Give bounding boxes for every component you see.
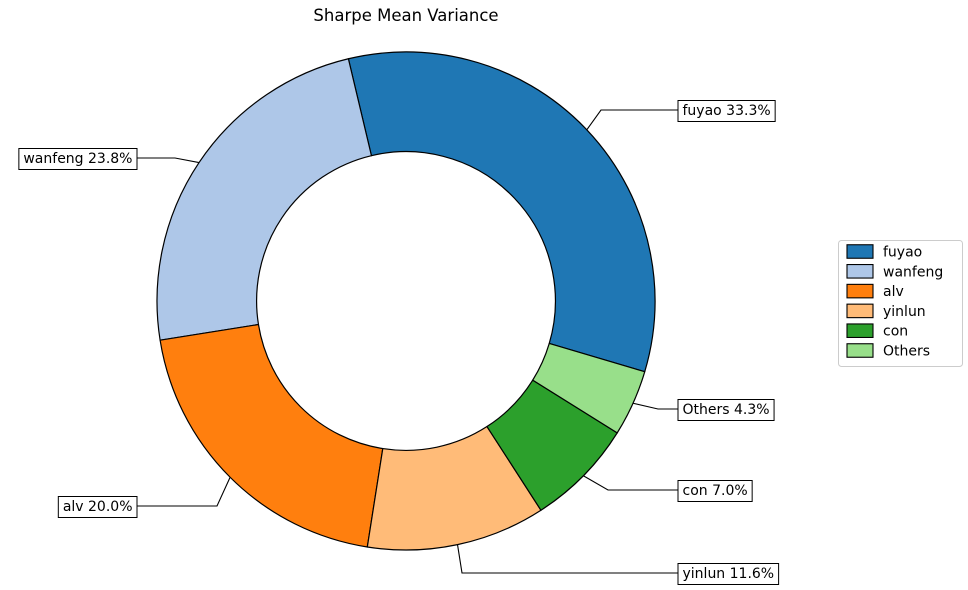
slice-label-box-con xyxy=(677,480,753,502)
chart-legend: fuyao wanfeng alv yinlun con Others xyxy=(838,240,963,367)
legend-label-alv: alv xyxy=(883,284,904,300)
slice-label-fuyao: fuyao 33.3% xyxy=(683,103,771,119)
slice-label-box-wanfeng xyxy=(18,148,138,170)
slice-label-Others: Others 4.3% xyxy=(683,402,770,418)
leader-line-alv xyxy=(137,477,231,507)
legend-label-fuyao: fuyao xyxy=(883,245,922,261)
leader-line-Others xyxy=(632,402,678,410)
legend-label-wanfeng: wanfeng xyxy=(883,264,943,280)
leader-line-wanfeng xyxy=(137,157,200,164)
slice-label-box-yinlun xyxy=(677,563,780,585)
slice-label-con: con 7.0% xyxy=(683,483,748,499)
slice-callout-labels: fuyao 33.3% wanfeng 23.8% alv 20.0% yinlun … xyxy=(18,100,780,585)
legend-swatch-Others xyxy=(846,343,874,358)
slice-label-alv: alv 20.0% xyxy=(63,499,133,515)
legend-label-Others: Others xyxy=(883,344,930,360)
slice-label-box-fuyao xyxy=(677,100,776,122)
legend-swatch-fuyao xyxy=(846,244,874,259)
chart-title: Sharpe Mean Variance xyxy=(313,6,498,25)
leader-line-con xyxy=(583,475,678,491)
slice-label-wanfeng: wanfeng 23.8% xyxy=(23,151,132,167)
slice-label-box-alv xyxy=(57,496,138,518)
slice-label-box-Others xyxy=(677,399,775,421)
pie-wedges xyxy=(156,51,656,551)
leader-line-fuyao xyxy=(586,109,678,131)
legend-swatch-yinlun xyxy=(846,303,874,319)
legend-swatch-alv xyxy=(846,283,874,299)
legend-swatch-con xyxy=(846,323,874,339)
pie-wedge-fuyao xyxy=(347,51,656,373)
pie-wedge-wanfeng xyxy=(156,58,373,341)
legend-label-yinlun: yinlun xyxy=(883,304,926,320)
pie-wedge-alv xyxy=(159,323,384,548)
leader-line-yinlun xyxy=(456,544,678,574)
slice-label-yinlun: yinlun 11.6% xyxy=(683,566,775,582)
pie-wedge-Others xyxy=(532,342,646,434)
legend-swatch-wanfeng xyxy=(846,263,874,279)
legend-label-con: con xyxy=(883,324,908,340)
